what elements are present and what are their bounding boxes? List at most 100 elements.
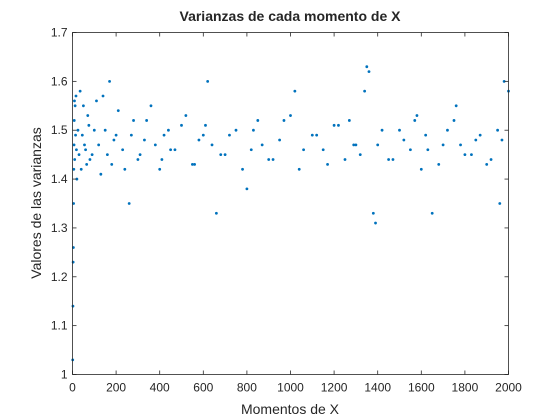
data-point: [354, 143, 358, 147]
x-tick-label: 1600: [408, 381, 435, 395]
x-tick-label: 800: [237, 381, 257, 395]
data-point: [419, 167, 423, 171]
data-point: [249, 148, 253, 152]
data-point: [184, 114, 188, 117]
data-point: [502, 79, 506, 83]
x-tick-label: 400: [150, 381, 170, 395]
data-point: [260, 143, 264, 147]
data-point: [105, 153, 109, 157]
y-tick-label: 1.2: [51, 270, 68, 284]
data-point: [459, 143, 462, 147]
data-point: [398, 128, 401, 132]
data-point: [380, 128, 384, 132]
data-point: [256, 119, 260, 122]
y-tick-label: 1.1: [51, 319, 68, 333]
data-point: [310, 133, 314, 137]
data-point: [241, 167, 244, 171]
data-point: [278, 138, 281, 142]
data-point: [83, 143, 86, 147]
data-point: [72, 167, 76, 171]
data-point: [365, 65, 369, 69]
data-point: [73, 104, 77, 108]
data-point: [129, 133, 133, 137]
data-point: [297, 167, 301, 171]
data-point: [143, 138, 146, 142]
data-point: [228, 133, 231, 137]
data-point: [321, 148, 325, 152]
data-point: [160, 158, 164, 161]
plot-area: [72, 32, 509, 375]
data-point: [74, 133, 77, 137]
data-point: [500, 138, 504, 142]
data-point: [191, 163, 194, 166]
data-point: [387, 158, 390, 161]
data-point: [415, 114, 419, 117]
data-point: [101, 94, 105, 98]
x-tick-label: 0: [69, 381, 76, 395]
data-point: [73, 158, 77, 161]
x-tick-label: 1400: [364, 381, 391, 395]
data-point: [180, 123, 183, 127]
y-axis-label: Valores de las varianzas: [28, 127, 44, 278]
data-point: [252, 128, 255, 132]
x-tick-label: 1200: [321, 381, 348, 395]
data-point: [84, 148, 87, 152]
data-point: [426, 148, 430, 152]
data-point: [424, 133, 428, 137]
data-point: [409, 148, 412, 152]
data-point: [145, 119, 149, 122]
data-point: [75, 177, 79, 181]
data-point: [374, 221, 377, 225]
data-point: [352, 143, 356, 147]
data-point: [347, 119, 351, 122]
y-axis-ticks: 1 1.1 1.2 1.3 1.4 1.5 1.6 1.7: [51, 26, 509, 382]
data-point: [197, 138, 201, 142]
y-tick-label: 1.4: [51, 172, 68, 186]
data-point: [315, 133, 319, 137]
data-point: [204, 123, 207, 127]
x-tick-label: 2000: [495, 381, 522, 395]
y-tick-label: 1.7: [51, 26, 68, 40]
data-point: [158, 167, 162, 171]
data-point: [391, 158, 395, 161]
data-point: [214, 211, 218, 215]
data-point: [110, 163, 114, 166]
data-point: [103, 128, 107, 132]
data-point: [97, 143, 101, 147]
data-point: [173, 148, 177, 152]
data-point: [223, 153, 227, 157]
data-point: [86, 114, 90, 117]
data-point: [293, 89, 297, 93]
data-point: [234, 128, 238, 132]
data-point: [496, 128, 499, 132]
data-point: [430, 211, 434, 215]
chart-title: Varianzas de cada momento de X: [180, 8, 402, 24]
data-point: [485, 163, 489, 166]
data-point: [132, 119, 135, 122]
data-point: [77, 153, 81, 157]
data-point: [114, 133, 118, 137]
y-tick-label: 1.6: [51, 74, 68, 88]
data-point: [92, 128, 96, 132]
data-point: [337, 123, 340, 127]
data-point: [452, 119, 456, 122]
data-point: [149, 104, 153, 108]
data-point: [402, 138, 406, 142]
data-point: [123, 167, 127, 171]
data-point: [72, 143, 76, 147]
data-point: [169, 148, 173, 152]
data-point: [71, 304, 75, 308]
data-point: [446, 128, 449, 132]
data-point: [245, 187, 249, 191]
data-point: [363, 89, 367, 93]
y-tick-label: 1.5: [51, 123, 68, 137]
data-point: [454, 104, 458, 108]
data-point: [219, 153, 223, 157]
data-point: [73, 99, 76, 103]
x-tick-label: 200: [106, 381, 126, 395]
data-point: [474, 138, 478, 142]
data-point: [121, 148, 125, 152]
data-point: [80, 133, 84, 137]
data-point: [162, 133, 166, 137]
data-point: [79, 167, 83, 171]
